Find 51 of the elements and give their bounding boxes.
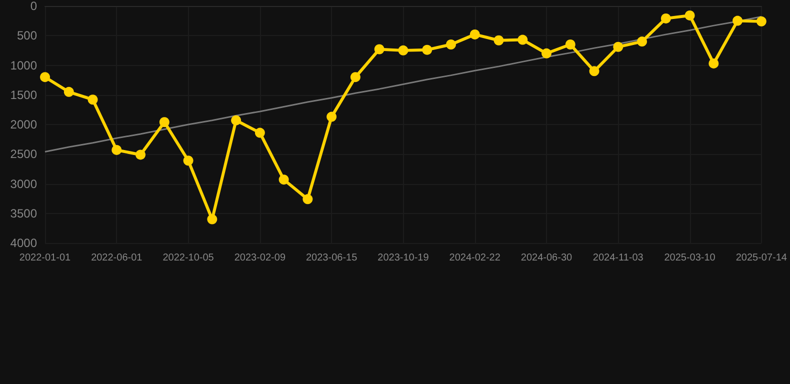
point [183,156,194,166]
y-tick-label: 0 [30,0,38,13]
point [589,66,600,76]
point [684,10,695,20]
point [40,72,50,82]
point [207,214,218,224]
point [470,29,480,40]
point [231,115,242,126]
point [637,36,648,47]
x-tick-label: 2023-10-19 [378,252,430,264]
point [660,13,671,24]
y-tick-label: 500 [16,28,38,43]
x-tick-label: 2022-10-05 [162,252,214,264]
point [254,128,265,138]
y-tick-label: 2000 [10,118,38,132]
x-tick-label: 2025-07-14 [736,252,788,264]
y-tick-label: 1000 [10,58,38,72]
x-tick-label: 2024-06-30 [520,252,573,264]
y-tick-label: 3000 [10,176,38,191]
point [494,35,504,46]
point [422,44,432,55]
point [326,112,337,122]
point [542,48,552,58]
x-tick-label: 2023-06-15 [306,252,358,264]
point [565,40,576,50]
point [613,42,624,52]
y-tick-label: 3500 [10,206,38,220]
point [112,144,122,155]
x-tick-label: 2022-06-01 [91,252,143,264]
point [398,45,408,56]
point [302,194,313,204]
x-tick-label: 2023-02-09 [234,252,286,264]
point [732,16,743,26]
point [374,44,384,54]
y-tick-label: 1500 [10,88,38,102]
point [518,34,528,45]
point [136,150,146,160]
point [756,16,766,26]
point [88,94,98,105]
y-tick-label: 2500 [10,147,38,162]
point [446,40,456,50]
point [159,117,170,128]
point [64,86,74,97]
point [350,72,360,82]
x-tick-label: 2024-11-03 [592,252,644,264]
point [278,174,289,185]
x-tick-label: 2022-01-01 [19,252,72,264]
y-tick-label: 4000 [10,236,38,250]
x-tick-label: 2024-02-22 [449,252,501,264]
x-tick-label: 2025-03-10 [664,252,716,264]
point [708,58,719,68]
